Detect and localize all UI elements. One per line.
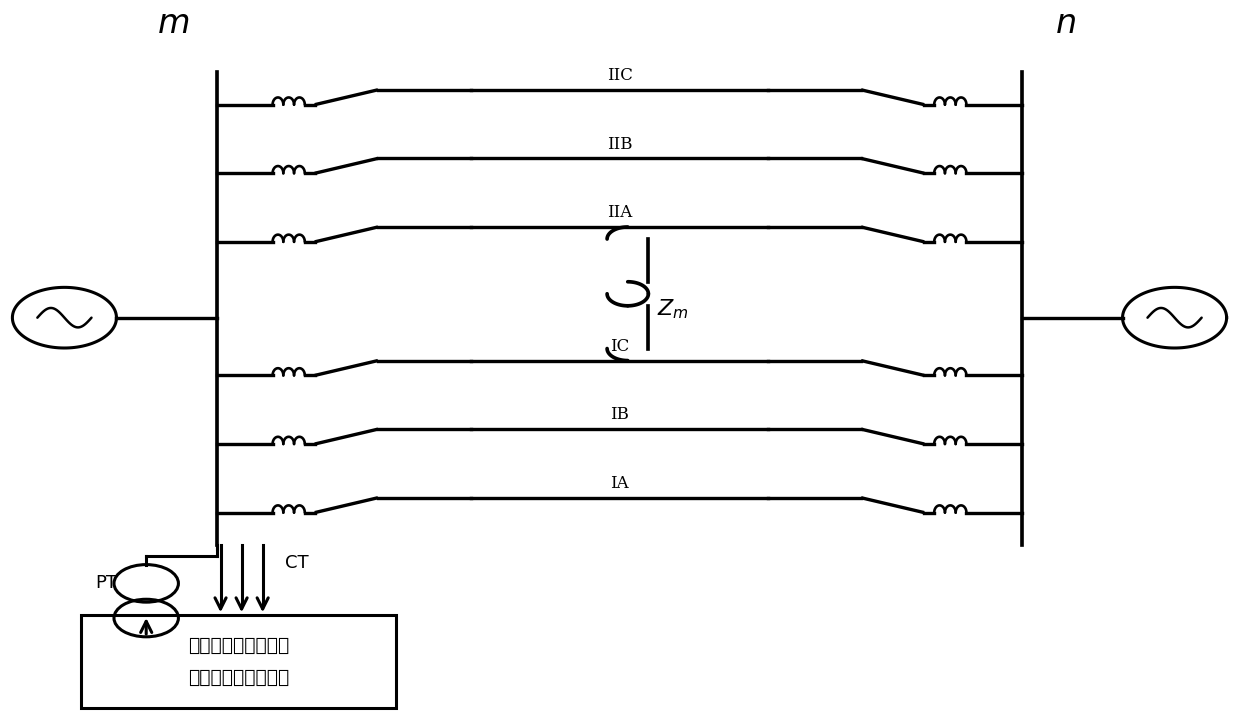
Text: IIA: IIA <box>607 204 632 221</box>
Text: PT: PT <box>95 575 118 592</box>
Text: 电线路继电保护装置: 电线路继电保护装置 <box>188 668 289 687</box>
Text: IIB: IIB <box>607 136 632 152</box>
Text: 应用本发明方法的输: 应用本发明方法的输 <box>188 636 289 655</box>
Text: IA: IA <box>610 475 629 492</box>
Text: $Z_m$: $Z_m$ <box>657 297 689 321</box>
Text: CT: CT <box>285 554 309 572</box>
Text: IIC: IIC <box>607 67 632 84</box>
Text: $m$: $m$ <box>157 8 190 40</box>
Text: $n$: $n$ <box>1056 8 1075 40</box>
Text: IB: IB <box>610 406 629 423</box>
Text: IC: IC <box>610 338 629 355</box>
